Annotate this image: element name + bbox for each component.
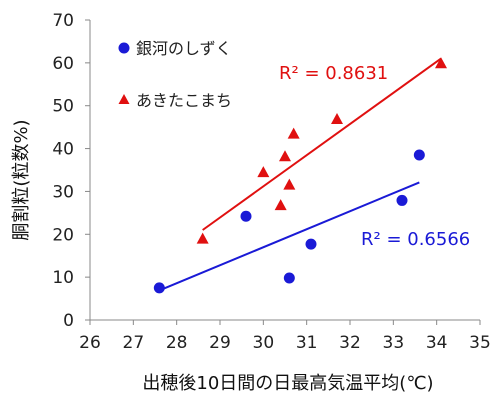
y-tick-labels: 0 10 20 30 40 50 60 70: [52, 11, 74, 331]
legend: 銀河のしずく あきたこまち: [118, 39, 232, 110]
point-ginga: [283, 272, 295, 284]
point-akita: [274, 199, 287, 211]
y-axis-title: 胴割粒(粒数%): [11, 119, 32, 240]
x-tick-label: 26: [79, 333, 101, 353]
point-ginga: [396, 194, 408, 206]
y-tick-label: 10: [52, 268, 74, 288]
point-akita: [283, 178, 296, 190]
point-akita: [331, 113, 343, 124]
legend-label-akita: あきたこまち: [136, 91, 232, 110]
point-ginga: [305, 238, 317, 250]
point-ginga: [153, 282, 165, 294]
trendline-akita: [202, 57, 442, 231]
legend-marker-akita: [118, 94, 130, 104]
data-points: [153, 57, 447, 294]
x-tick-label: 33: [383, 333, 405, 353]
x-tick-label: 31: [296, 333, 318, 353]
x-tick-label: 35: [469, 333, 490, 353]
r2-label-akita: R² = 0.8631: [279, 63, 388, 84]
y-tick-label: 0: [63, 311, 74, 331]
x-tick-label: 29: [209, 333, 231, 353]
x-tick-label: 34: [426, 333, 448, 353]
x-tick-label: 30: [253, 333, 275, 353]
y-tick-label: 30: [52, 182, 74, 202]
point-ginga: [413, 149, 425, 161]
point-akita: [279, 150, 291, 162]
r2-label-ginga: R² = 0.6566: [361, 229, 470, 250]
point-ginga: [240, 210, 252, 222]
axes: [85, 19, 481, 325]
x-tick-label: 32: [339, 333, 361, 353]
point-akita: [435, 57, 447, 69]
legend-marker-ginga: [118, 42, 130, 54]
trendlines: [158, 57, 442, 292]
x-tick-label: 28: [166, 333, 188, 353]
y-tick-label: 50: [52, 97, 74, 117]
x-axis-title: 出穂後10日間の日最高気温平均(℃): [142, 373, 433, 394]
x-tick-labels: 26 27 28 29 30 31 32 33 34 35: [79, 333, 490, 353]
trendline-ginga: [158, 181, 420, 292]
legend-label-ginga: 銀河のしずく: [136, 39, 232, 58]
y-tick-label: 40: [52, 140, 74, 160]
x-tick-label: 27: [123, 333, 145, 353]
y-tick-label: 60: [52, 54, 74, 74]
point-akita: [287, 127, 300, 139]
y-tick-label: 70: [52, 11, 74, 31]
point-akita: [257, 166, 270, 178]
y-tick-label: 20: [52, 225, 74, 245]
point-akita: [196, 232, 209, 244]
